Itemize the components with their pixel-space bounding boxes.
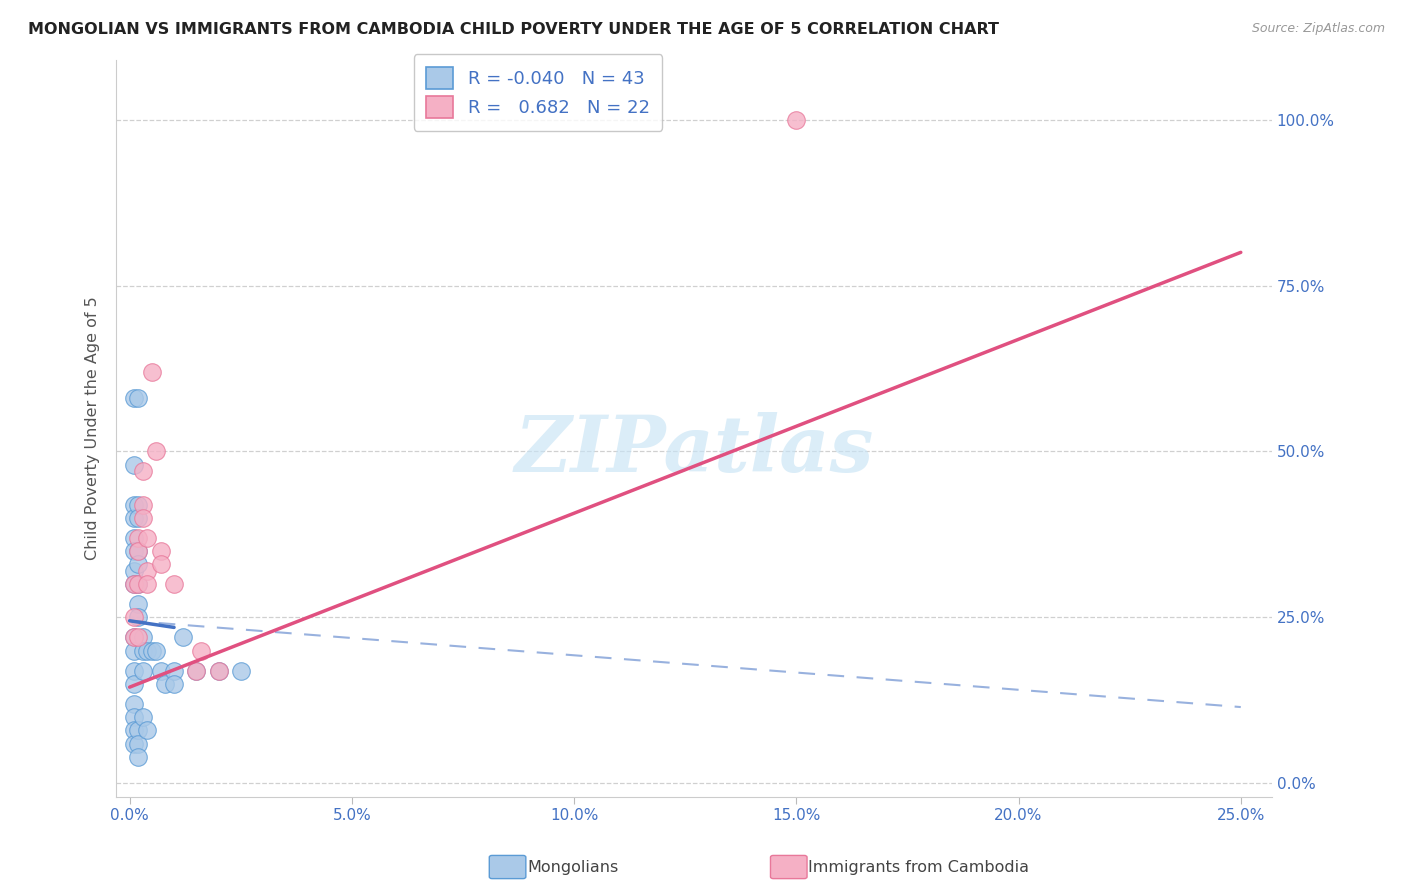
Point	[122, 643, 145, 657]
Point	[122, 710, 145, 724]
Point	[141, 643, 163, 657]
Point	[145, 444, 167, 458]
Point	[207, 664, 229, 678]
Point	[128, 392, 150, 406]
Point	[122, 564, 145, 578]
Point	[136, 564, 159, 578]
Point	[122, 544, 145, 558]
Point	[132, 643, 155, 657]
Point	[128, 631, 150, 645]
Point	[207, 664, 229, 678]
Point	[122, 531, 145, 545]
Point	[128, 737, 150, 751]
Point	[128, 723, 150, 738]
Text: Source: ZipAtlas.com: Source: ZipAtlas.com	[1251, 22, 1385, 36]
Point	[785, 112, 807, 127]
Point	[122, 392, 145, 406]
Point	[122, 631, 145, 645]
Point	[153, 677, 176, 691]
Point	[163, 664, 186, 678]
Point	[186, 664, 208, 678]
Text: Mongolians: Mongolians	[527, 860, 619, 874]
Point	[128, 749, 150, 764]
Text: Immigrants from Cambodia: Immigrants from Cambodia	[808, 860, 1029, 874]
Point	[163, 677, 186, 691]
Point	[132, 464, 155, 478]
Legend: R = -0.040   N = 43, R =   0.682   N = 22: R = -0.040 N = 43, R = 0.682 N = 22	[413, 54, 662, 131]
Point	[122, 577, 145, 591]
Point	[122, 677, 145, 691]
Point	[122, 610, 145, 624]
Point	[163, 577, 186, 591]
Point	[122, 511, 145, 525]
Point	[149, 664, 172, 678]
Point	[132, 710, 155, 724]
Point	[122, 664, 145, 678]
Point	[141, 365, 163, 379]
Point	[132, 498, 155, 512]
Point	[136, 643, 159, 657]
Point	[128, 544, 150, 558]
Point	[128, 577, 150, 591]
Point	[128, 544, 150, 558]
Point	[122, 631, 145, 645]
Point	[149, 558, 172, 572]
Point	[128, 511, 150, 525]
Point	[136, 577, 159, 591]
Y-axis label: Child Poverty Under the Age of 5: Child Poverty Under the Age of 5	[86, 296, 100, 560]
Point	[186, 664, 208, 678]
Point	[190, 643, 212, 657]
Point	[122, 577, 145, 591]
Point	[122, 697, 145, 711]
Point	[136, 723, 159, 738]
Point	[128, 558, 150, 572]
Point	[145, 643, 167, 657]
Text: ZIPatlas: ZIPatlas	[515, 412, 873, 489]
Point	[149, 544, 172, 558]
Point	[122, 458, 145, 472]
Point	[136, 531, 159, 545]
Point	[128, 610, 150, 624]
Text: MONGOLIAN VS IMMIGRANTS FROM CAMBODIA CHILD POVERTY UNDER THE AGE OF 5 CORRELATI: MONGOLIAN VS IMMIGRANTS FROM CAMBODIA CH…	[28, 22, 1000, 37]
Point	[132, 664, 155, 678]
Point	[128, 577, 150, 591]
Point	[128, 597, 150, 611]
Point	[128, 531, 150, 545]
Point	[172, 631, 194, 645]
Point	[229, 664, 252, 678]
Point	[128, 498, 150, 512]
Point	[122, 723, 145, 738]
Point	[132, 511, 155, 525]
Point	[132, 631, 155, 645]
Point	[122, 737, 145, 751]
Point	[122, 498, 145, 512]
